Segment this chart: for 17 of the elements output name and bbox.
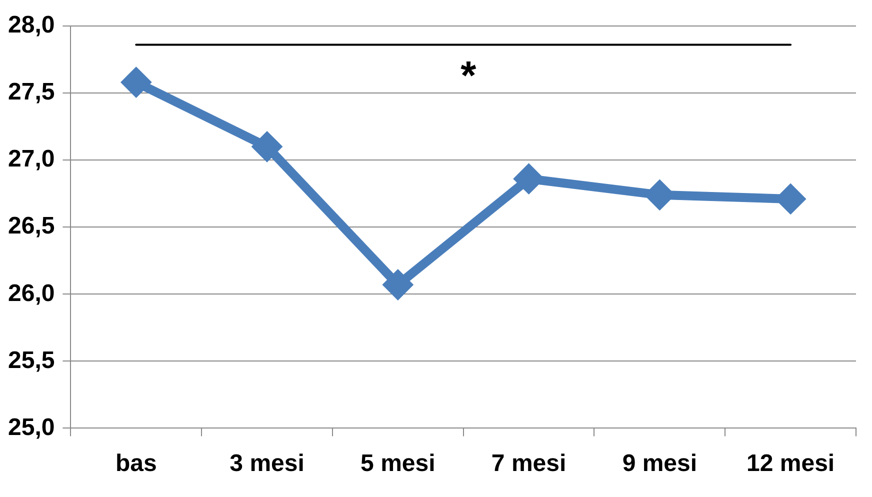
x-tick-label: 5 mesi (360, 450, 436, 478)
point (382, 269, 414, 300)
y-tick-label: 25,5 (8, 346, 55, 374)
point (252, 131, 283, 162)
y-tick-label: 26,0 (8, 280, 55, 307)
x-tick-label: bas (115, 450, 157, 478)
y-tick-label: 25,0 (8, 414, 55, 441)
x-tick-label: 9 mesi (622, 450, 698, 478)
point (120, 66, 152, 98)
y-tick-label: 27,0 (8, 146, 55, 173)
y-tick-label: 28,0 (8, 12, 55, 39)
y-tick-label: 27,5 (8, 78, 55, 106)
x-tick-label: 12 mesi (746, 450, 835, 478)
x-tick-label: 3 mesi (230, 450, 304, 478)
annotation: * (460, 54, 477, 98)
x-tick-label: 7 mesi (491, 450, 566, 478)
y-tick-label: 26,5 (8, 212, 55, 240)
